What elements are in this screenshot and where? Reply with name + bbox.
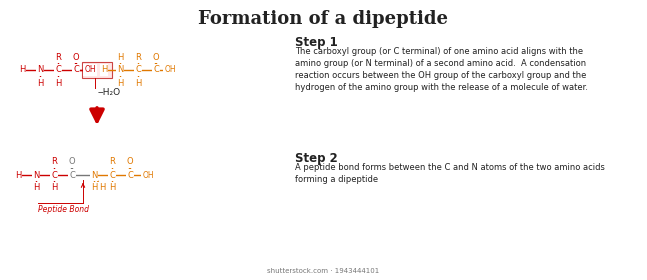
Text: OH: OH [84,66,96,74]
Text: H: H [37,78,43,87]
Text: ‒H₂O: ‒H₂O [98,88,121,97]
Text: H: H [51,183,57,193]
Text: O: O [153,53,159,62]
Text: C: C [127,171,133,179]
Text: C: C [135,66,141,74]
Text: C: C [73,66,79,74]
Text: Formation of a dipeptide: Formation of a dipeptide [198,10,448,28]
Text: H: H [33,183,39,193]
Text: C: C [153,66,159,74]
Text: R: R [109,157,115,167]
Text: C: C [51,171,57,179]
Text: N: N [117,66,123,74]
Text: The carboxyl group (or C terminal) of one amino acid aligns with the
amino group: The carboxyl group (or C terminal) of on… [295,47,588,92]
Text: H: H [117,78,123,87]
Text: O: O [72,53,80,62]
Text: C: C [55,66,61,74]
Text: C: C [109,171,115,179]
Text: O: O [127,157,133,167]
Text: H: H [101,66,107,74]
Bar [82,62,112,78]
Text: C: C [69,171,75,179]
Text: Step 1: Step 1 [295,36,338,49]
Text: H: H [99,183,105,193]
Text: H: H [91,183,97,193]
Text: H: H [19,66,25,74]
Text: Peptide Bond: Peptide Bond [38,205,89,214]
Text: N: N [37,66,43,74]
Text: Step 2: Step 2 [295,152,338,165]
Text: N: N [33,171,39,179]
Text: shutterstock.com · 1943444101: shutterstock.com · 1943444101 [267,268,379,274]
Text: H: H [135,78,141,87]
Text: O: O [69,157,75,167]
Text: OH: OH [142,171,154,179]
Text: H: H [55,78,61,87]
Text: H: H [117,53,123,62]
Text: H: H [109,183,115,193]
Text: R: R [51,157,57,167]
Text: A peptide bond forms between the C and N atoms of the two amino acids
forming a : A peptide bond forms between the C and N… [295,163,605,184]
Text: R: R [55,53,61,62]
Text: OH: OH [164,66,176,74]
Text: N: N [91,171,97,179]
Text: R: R [135,53,141,62]
Text: H: H [15,171,21,179]
